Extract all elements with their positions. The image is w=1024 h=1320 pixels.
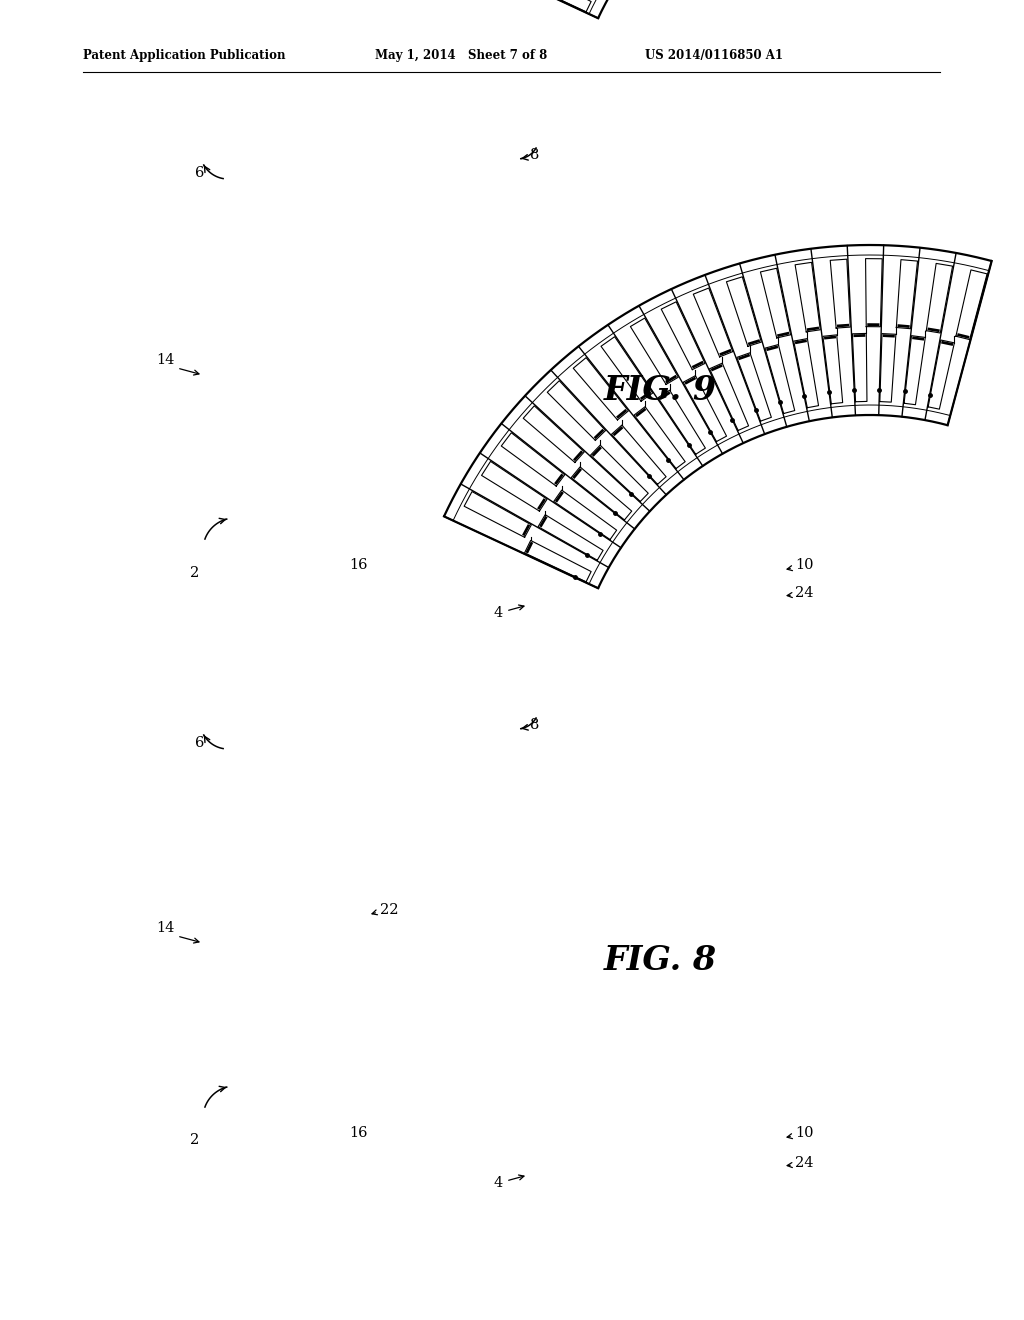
Text: 8: 8 bbox=[530, 718, 540, 733]
Text: 2: 2 bbox=[190, 566, 200, 579]
Text: 6: 6 bbox=[196, 737, 205, 750]
Text: 22: 22 bbox=[380, 903, 398, 917]
Text: 14: 14 bbox=[156, 352, 174, 367]
Text: 14: 14 bbox=[156, 921, 174, 935]
Text: 8: 8 bbox=[530, 148, 540, 162]
Text: 16: 16 bbox=[349, 1126, 368, 1140]
Text: 6: 6 bbox=[196, 166, 205, 180]
Text: US 2014/0116850 A1: US 2014/0116850 A1 bbox=[645, 49, 783, 62]
Text: 24: 24 bbox=[795, 586, 813, 601]
Text: FIG. 9: FIG. 9 bbox=[603, 374, 717, 407]
Text: 24: 24 bbox=[795, 1156, 813, 1170]
Text: 4: 4 bbox=[494, 606, 503, 620]
Text: FIG. 8: FIG. 8 bbox=[603, 944, 717, 977]
Text: May 1, 2014   Sheet 7 of 8: May 1, 2014 Sheet 7 of 8 bbox=[375, 49, 547, 62]
Text: 10: 10 bbox=[795, 558, 813, 572]
Text: 4: 4 bbox=[494, 1176, 503, 1191]
Text: 10: 10 bbox=[795, 1126, 813, 1140]
Text: Patent Application Publication: Patent Application Publication bbox=[83, 49, 286, 62]
Text: 2: 2 bbox=[190, 1133, 200, 1147]
Text: 16: 16 bbox=[349, 558, 368, 572]
